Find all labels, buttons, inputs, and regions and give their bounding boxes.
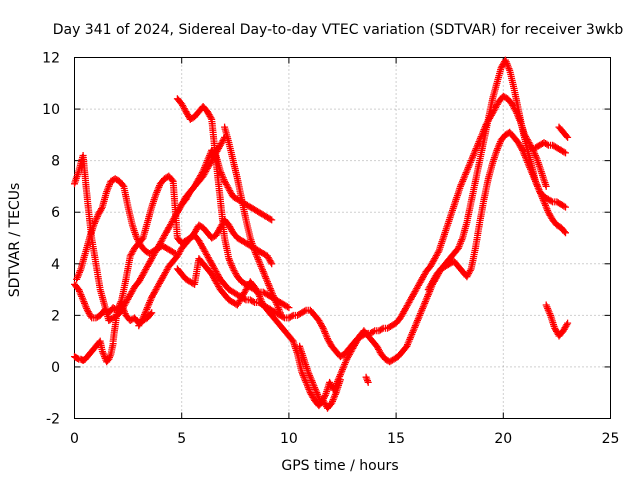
x-tick-label: 0 (70, 431, 79, 447)
x-tick-labels: 0 5 10 15 20 25 (70, 431, 619, 447)
plot-frame (74, 57, 611, 419)
data-point (564, 319, 572, 327)
series-track-p (362, 373, 372, 386)
x-tick-label: 25 (602, 431, 620, 447)
data-point (74, 355, 82, 362)
y-tick-label: 10 (42, 102, 60, 118)
data-point (254, 289, 262, 297)
x-tick-label: 10 (280, 431, 298, 447)
data-point (288, 312, 296, 320)
y-tick-label: 12 (42, 51, 60, 67)
y-tick-label: -2 (46, 412, 60, 428)
x-axis-label: GPS time / hours (281, 458, 398, 474)
data-point (378, 325, 386, 333)
data-point (268, 216, 276, 224)
data-point (321, 393, 328, 401)
data-marks (71, 56, 572, 412)
series-track-n (555, 123, 572, 141)
y-axis-label: SDTVAR / TECUs (7, 183, 23, 298)
data-point (168, 176, 176, 184)
data-point (249, 298, 257, 306)
data-point (284, 303, 291, 311)
data-point (98, 205, 105, 213)
data-point (364, 377, 371, 385)
data-point (207, 114, 215, 122)
data-point (542, 182, 550, 190)
data-point (267, 258, 275, 266)
series-track-g (173, 95, 293, 312)
x-tick-label: 5 (177, 431, 186, 447)
data-point (466, 267, 474, 274)
data-point (563, 132, 570, 140)
y-tick-labels: -2 0 2 4 6 8 10 12 (42, 51, 60, 428)
data-point (211, 150, 219, 158)
y-tick-label: 0 (51, 360, 60, 376)
data-point (364, 378, 372, 386)
x-tick-label: 20 (494, 431, 512, 447)
data-point (198, 169, 206, 176)
y-tick-label: 6 (51, 205, 60, 221)
data-point (147, 310, 155, 318)
data-point (138, 235, 146, 243)
data-point (279, 313, 287, 321)
series-track-m (532, 139, 569, 157)
data-point (547, 197, 555, 205)
series-track-o (542, 301, 572, 340)
data-point (266, 215, 274, 223)
data-point (529, 145, 536, 153)
data-point (276, 309, 284, 317)
x-tick-label: 15 (387, 431, 405, 447)
data-point (562, 203, 569, 211)
data-point (363, 375, 371, 383)
data-point (564, 133, 572, 141)
data-point (301, 307, 309, 315)
y-tick-label: 4 (51, 257, 60, 273)
data-point (562, 229, 569, 237)
series-track-i (173, 255, 344, 412)
axis-ticks (74, 57, 611, 419)
data-point (518, 145, 526, 153)
data-point (434, 248, 442, 256)
y-tick-label: 8 (51, 154, 60, 170)
data-point (560, 202, 568, 210)
data-point (285, 304, 293, 312)
series-track-j (221, 123, 284, 317)
data-point (148, 309, 156, 317)
data-point (562, 149, 569, 157)
data-point (543, 140, 551, 148)
y-tick-label: 2 (51, 308, 60, 324)
data-point (560, 148, 568, 156)
data-point (87, 312, 95, 320)
data-point (369, 328, 377, 336)
series-track-l (424, 128, 569, 294)
series-track-c (71, 337, 117, 366)
data-point (268, 260, 276, 268)
data-point (563, 321, 571, 329)
data-point (560, 228, 568, 236)
data-point (138, 316, 146, 323)
data-point (318, 323, 326, 331)
chart-title: Day 341 of 2024, Sidereal Day-to-day VTE… (53, 22, 624, 38)
data-point (119, 181, 127, 189)
series-track-d (73, 175, 179, 283)
